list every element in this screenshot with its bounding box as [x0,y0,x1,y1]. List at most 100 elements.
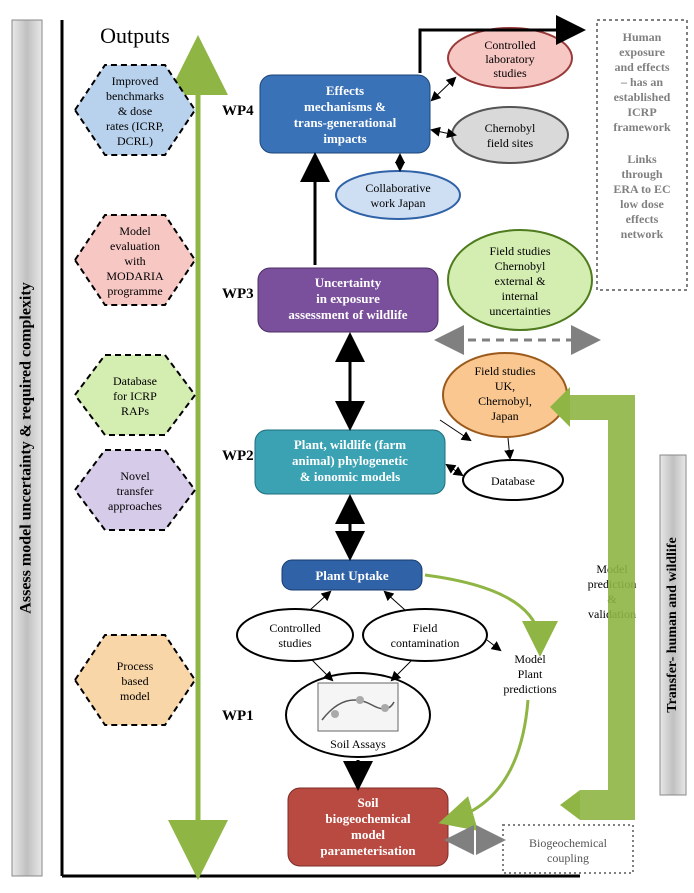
svg-text:internal: internal [502,289,539,303]
arrow-wp2-db [447,465,462,475]
svg-text:established: established [614,90,671,104]
svg-text:rates (ICRP,: rates (ICRP, [106,119,164,133]
el-field: Field contamination [363,609,487,661]
arrow-modelplant-soil [450,700,528,820]
svg-text:low dose: low dose [620,197,664,211]
svg-text:Model: Model [119,224,151,238]
svg-text:– has an: – has an [620,75,663,89]
svg-text:mechanisms &: mechanisms & [304,99,386,114]
svg-text:& dose: & dose [118,104,152,118]
svg-text:trans-generational: trans-generational [294,115,397,130]
svg-text:Plant Uptake: Plant Uptake [315,568,389,583]
svg-text:Plant, wildlife (farm: Plant, wildlife (farm [294,437,406,452]
svg-text:field sites: field sites [487,136,534,150]
wp1-label: WP1 [222,708,254,724]
svg-text:Field studies: Field studies [474,364,535,378]
arrow-field-modelplant [487,640,500,650]
big-u-arrow-head-bot [560,790,580,820]
svg-text:Japan: Japan [491,409,518,423]
svg-text:assessment of wildlife: assessment of wildlife [288,307,407,322]
svg-text:work Japan: work Japan [371,196,426,210]
biogeo-l2: coupling [547,851,589,865]
svg-text:RAPs: RAPs [121,404,149,418]
svg-text:based: based [121,674,148,688]
svg-text:Field studies: Field studies [489,244,550,258]
arrow-ctrl-assay [312,660,332,680]
hex-novel: Novel transfer approaches [75,450,195,530]
svg-text:studies: studies [278,636,312,650]
el-chernobyl: Chernobyl field sites [452,107,568,163]
el-japan: Collaborative work Japan [336,171,460,219]
svg-text:Uncertainty: Uncertainty [315,275,382,290]
el-soil-assays: Soil Assays [286,673,430,757]
svg-text:with: with [124,254,145,268]
svg-text:& ionomic models: & ionomic models [300,469,400,484]
svg-text:Model: Model [514,652,546,666]
left-rail-label: Assess model uncertainty & required comp… [18,282,35,613]
wp4-label: WP4 [222,103,254,119]
info-box-text: Human exposure and effects – has an esta… [613,30,671,241]
svg-text:Improved: Improved [112,74,159,88]
hex-improved: Improved benchmarks & dose rates (ICRP, … [75,65,195,155]
el-controlled: Controlled studies [237,609,353,661]
svg-text:Plant: Plant [518,667,543,681]
svg-text:benchmarks: benchmarks [106,89,164,103]
svg-text:MODARIA: MODARIA [106,269,164,283]
svg-text:uncertainties: uncertainties [489,304,551,318]
wp3-label: WP3 [222,286,254,302]
el-uk-japan: Field studies UK, Chernobyl, Japan [443,353,567,437]
svg-text:Controlled: Controlled [484,38,535,52]
biogeo-l1: Biogeochemical [529,836,608,850]
el-lab: Controlled laboratory studies [448,28,572,88]
svg-text:Human: Human [623,30,662,44]
svg-text:impacts: impacts [323,131,366,146]
svg-text:Effects: Effects [326,83,364,98]
svg-text:Database: Database [491,474,535,488]
svg-text:biogeochemical: biogeochemical [325,811,411,826]
wp2-label: WP2 [222,448,254,464]
svg-text:predictions: predictions [503,682,557,696]
diagram-root: Assess model uncertainty & required comp… [0,0,694,893]
right-rail-label: Transfer- human and wildlife [665,537,680,712]
svg-text:Chernobyl,: Chernobyl, [478,394,532,408]
label-model-plant: Model Plant predictions [503,652,557,696]
box-wp2: Plant, wildlife (farm animal) phylogenet… [255,430,445,494]
hex-database: Database for ICRP RAPs [75,355,195,435]
box-plant-uptake: Plant Uptake [282,560,422,590]
hex-modaria: Model evaluation with MODARIA programme [75,215,195,305]
svg-text:and effects: and effects [615,60,670,74]
svg-text:contamination: contamination [391,636,460,650]
svg-text:ERA to EC: ERA to EC [613,182,670,196]
svg-text:external &: external & [495,274,547,288]
box-wp4: Effects mechanisms & trans-generational … [260,75,430,153]
arrow-field-assay [392,660,412,680]
svg-text:Novel: Novel [120,469,150,483]
svg-text:model: model [351,827,385,842]
el-uncertainties: Field studies Chernobyl external & inter… [448,230,592,330]
svg-text:UK,: UK, [495,379,515,393]
svg-text:transfer: transfer [117,484,154,498]
svg-text:Soil: Soil [358,795,379,810]
svg-text:through: through [621,167,662,181]
svg-text:Database: Database [113,374,157,388]
svg-text:framework: framework [613,120,671,134]
arrow-field-pu [385,592,405,610]
svg-text:animal) phylogenetic: animal) phylogenetic [292,453,408,468]
svg-text:Controlled: Controlled [269,621,320,635]
svg-text:evaluation: evaluation [110,239,160,253]
svg-text:approaches: approaches [108,499,162,513]
svg-text:model: model [120,689,151,703]
arrow-ctrl-pu [310,592,330,610]
svg-text:for ICRP: for ICRP [113,389,157,403]
svg-text:Field: Field [413,621,438,635]
svg-text:Links: Links [627,152,657,166]
box-wp3: Uncertainty in exposure assessment of wi… [258,268,438,332]
svg-text:Process: Process [117,659,154,673]
svg-text:Chernobyl: Chernobyl [495,259,546,273]
arrow-wp4-lab [432,78,455,100]
outputs-header: Outputs [100,23,170,48]
hex-process: Process based model [75,635,195,725]
svg-text:DCRL): DCRL) [117,134,153,148]
svg-text:network: network [621,227,664,241]
svg-text:ICRP: ICRP [627,105,656,119]
